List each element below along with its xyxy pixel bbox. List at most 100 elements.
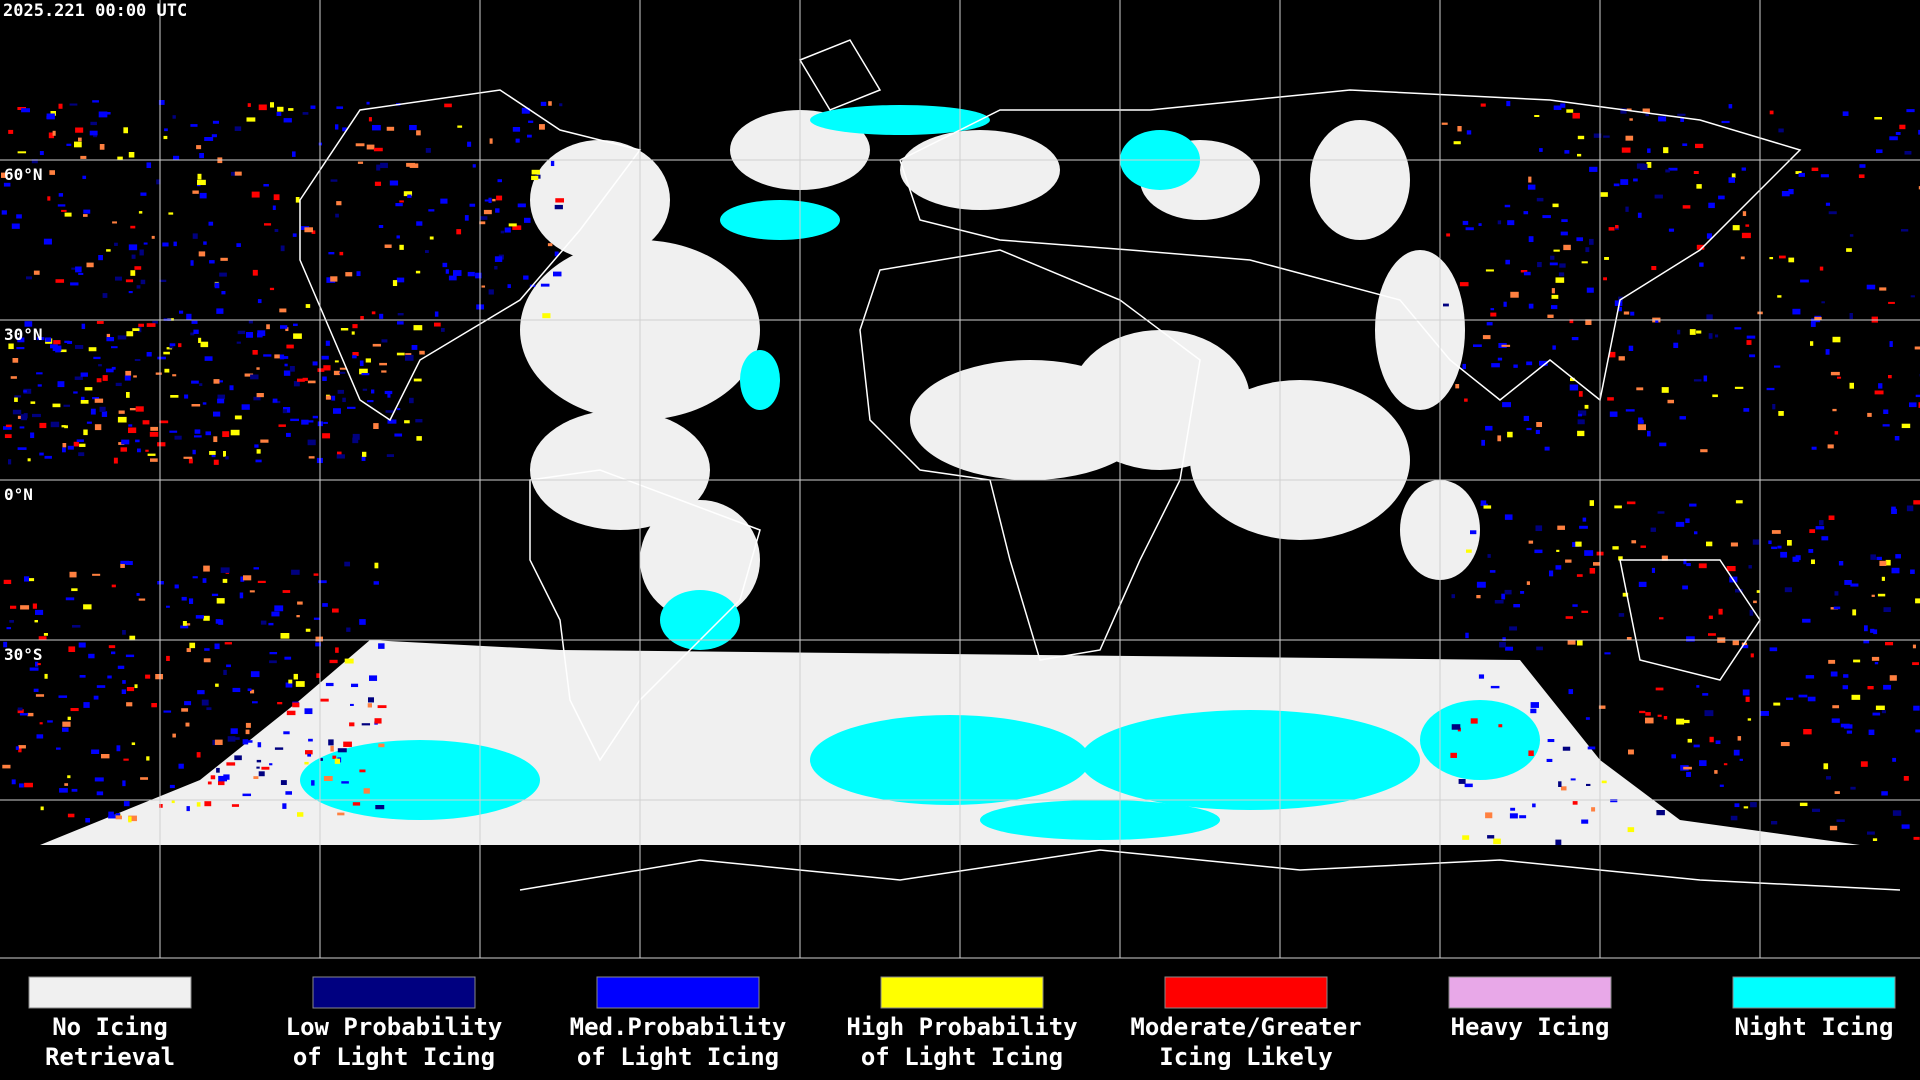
icing-pixel <box>1506 101 1511 107</box>
icing-pixel <box>317 368 325 372</box>
icing-pixel <box>1912 644 1916 649</box>
icing-pixel <box>96 685 106 688</box>
icing-pixel <box>59 788 68 793</box>
icing-pixel <box>1834 431 1839 435</box>
icing-pixel <box>163 135 168 140</box>
icing-pixel <box>488 197 492 204</box>
icing-pixel <box>1778 128 1784 133</box>
icing-pixel <box>295 197 300 203</box>
icing-pixel <box>330 276 338 282</box>
icing-pixel <box>251 191 260 198</box>
icing-pixel <box>1769 647 1778 652</box>
icing-pixel <box>130 270 136 276</box>
icing-pixel <box>1459 282 1469 287</box>
icing-pixel <box>378 743 385 748</box>
icing-pixel <box>256 449 261 454</box>
icing-pixel <box>1564 150 1570 154</box>
icing-pixel <box>1650 527 1656 532</box>
icing-pixel <box>272 205 276 210</box>
icing-pixel <box>114 242 118 246</box>
icing-pixel <box>1528 303 1534 309</box>
icing-pixel <box>355 143 365 147</box>
icing-pixel <box>1586 783 1591 786</box>
icing-pixel <box>96 791 104 796</box>
icing-pixel <box>283 118 292 123</box>
icing-pixel <box>1576 237 1584 242</box>
icing-pixel <box>1766 387 1775 391</box>
icing-pixel <box>67 775 71 779</box>
icing-pixel <box>183 456 193 459</box>
icing-pixel <box>392 280 398 287</box>
icing-pixel <box>212 120 220 124</box>
icing-pixel <box>1734 386 1744 389</box>
icing-pixel <box>1903 776 1909 781</box>
icing-pixel <box>1651 567 1656 573</box>
icing-pixel <box>1819 266 1824 271</box>
icing-pixel <box>1549 262 1558 266</box>
icing-pixel <box>30 401 36 404</box>
icing-pixel <box>1513 364 1518 368</box>
icing-pixel <box>203 615 210 621</box>
icing-pixel <box>83 702 90 708</box>
icing-pixel <box>1497 435 1502 442</box>
icing-pixel <box>341 781 349 784</box>
icing-pixel <box>199 153 204 159</box>
icing-pixel <box>206 707 212 711</box>
icing-pixel <box>304 761 309 765</box>
icing-pixel <box>196 145 202 150</box>
icing-pixel <box>1802 618 1811 623</box>
icing-pixel <box>1733 749 1740 756</box>
icing-pixel <box>286 344 294 349</box>
icing-pixel <box>1654 194 1663 199</box>
icing-pixel <box>1686 771 1691 777</box>
icing-pixel <box>1693 171 1699 175</box>
icing-pixel <box>146 323 156 327</box>
icing-pixel <box>93 356 101 360</box>
icing-pixel <box>1579 525 1588 529</box>
icing-pixel <box>115 382 122 387</box>
icing-pixel <box>371 311 376 315</box>
icing-pixel <box>457 125 463 128</box>
icing-pixel <box>210 775 216 780</box>
icing-pixel <box>315 642 321 647</box>
icing-pixel <box>295 681 305 687</box>
icing-pixel <box>122 630 126 635</box>
icing-pixel <box>216 598 225 604</box>
icing-pixel <box>1503 301 1507 307</box>
icing-pixel <box>1811 167 1819 172</box>
icing-pixel <box>361 723 371 726</box>
icing-pixel <box>1581 819 1589 824</box>
icing-pixel <box>403 191 413 197</box>
icing-pixel <box>145 449 149 452</box>
icing-pixel <box>18 745 26 749</box>
icing-pixel <box>129 408 136 411</box>
icing-pixel <box>269 287 275 291</box>
icing-pixel <box>524 217 531 223</box>
icing-pixel <box>554 204 563 210</box>
icing-pixel <box>78 272 84 275</box>
icing-pixel <box>126 702 133 707</box>
icing-pixel <box>1618 556 1623 561</box>
icing-pixel <box>1562 746 1571 751</box>
icing-pixel <box>35 661 39 667</box>
icing-pixel <box>173 155 180 161</box>
icing-pixel <box>1610 799 1618 803</box>
icing-pixel <box>1777 545 1782 549</box>
icing-pixel <box>145 674 151 679</box>
icing-pixel <box>283 731 290 735</box>
icing-pixel <box>190 332 195 336</box>
icing-pixel <box>276 112 282 116</box>
icing-pixel <box>507 284 511 289</box>
icing-pixel <box>323 776 333 782</box>
icing-pixel <box>1465 227 1474 231</box>
icing-pixel <box>1892 810 1902 816</box>
icing-pixel <box>185 722 190 727</box>
icing-pixel <box>1913 500 1920 505</box>
icing-pixel <box>1578 410 1587 416</box>
icing-pixel <box>256 367 260 370</box>
icing-pixel <box>257 580 266 584</box>
icing-pixel <box>17 151 27 154</box>
icing-pixel <box>472 164 476 168</box>
icing-pixel <box>202 402 207 405</box>
icing-pixel <box>236 243 241 247</box>
